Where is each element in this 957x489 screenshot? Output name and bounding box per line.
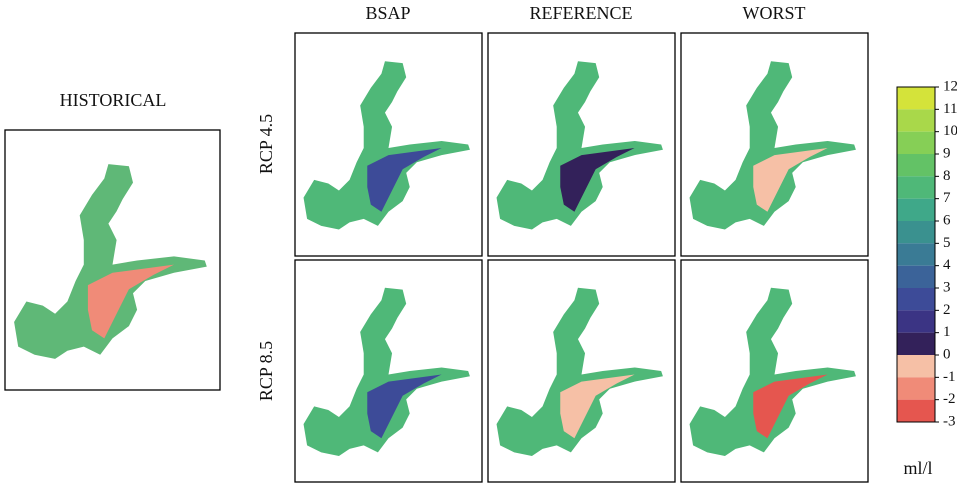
colorbar-segment [897, 399, 935, 422]
colorbar-segment [897, 265, 935, 288]
colorbar-segment [897, 176, 935, 199]
colorbar-tick-label: 1 [943, 324, 951, 340]
colorbar-tick-label: 3 [943, 279, 951, 295]
colorbar-segment [897, 221, 935, 244]
column-title: REFERENCE [529, 3, 632, 23]
row-title: RCP 4.5 [256, 114, 276, 174]
colorbar-tick-label: 5 [943, 235, 951, 251]
column-title: BSAP [365, 3, 410, 23]
colorbar-segment [897, 243, 935, 266]
colorbar-tick-label: 9 [943, 145, 951, 161]
colorbar-segment [897, 198, 935, 221]
colorbar-segment [897, 377, 935, 400]
colorbar-segment [897, 332, 935, 355]
colorbar-unit: ml/l [903, 458, 932, 478]
colorbar-segment [897, 310, 935, 333]
colorbar-tick-label: 10 [943, 123, 957, 139]
colorbar-segment [897, 154, 935, 177]
colorbar-tick-label: -3 [943, 413, 956, 429]
colorbar-segment [897, 288, 935, 311]
colorbar-tick-label: -1 [943, 369, 956, 385]
colorbar-tick-label: -2 [943, 391, 956, 407]
colorbar-tick-label: 6 [943, 212, 951, 228]
colorbar-tick-label: 11 [943, 101, 957, 117]
colorbar-tick-label: 2 [943, 302, 951, 318]
colorbar-tick-label: 4 [943, 257, 951, 273]
colorbar-segment [897, 87, 935, 110]
historical-title: HISTORICAL [60, 90, 167, 110]
colorbar-frame [896, 86, 936, 423]
colorbar-segment [897, 109, 935, 132]
row-title: RCP 8.5 [256, 341, 276, 401]
colorbar-segment [897, 355, 935, 378]
panel-grid [294, 32, 869, 483]
colorbar-tick-label: 12 [943, 78, 957, 94]
colorbar-segment [897, 131, 935, 154]
column-title: WORST [743, 3, 806, 23]
colorbar-tick-label: 7 [943, 190, 951, 206]
colorbar-tick-label: 8 [943, 168, 951, 184]
colorbar-tick-label: 0 [943, 346, 951, 362]
